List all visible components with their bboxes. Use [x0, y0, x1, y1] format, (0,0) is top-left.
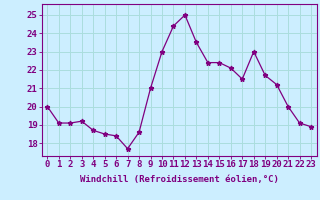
X-axis label: Windchill (Refroidissement éolien,°C): Windchill (Refroidissement éolien,°C)	[80, 175, 279, 184]
